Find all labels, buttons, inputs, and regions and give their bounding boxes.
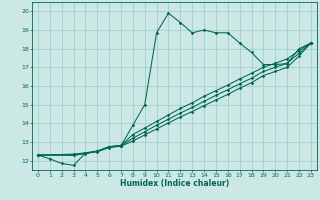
X-axis label: Humidex (Indice chaleur): Humidex (Indice chaleur) <box>120 179 229 188</box>
